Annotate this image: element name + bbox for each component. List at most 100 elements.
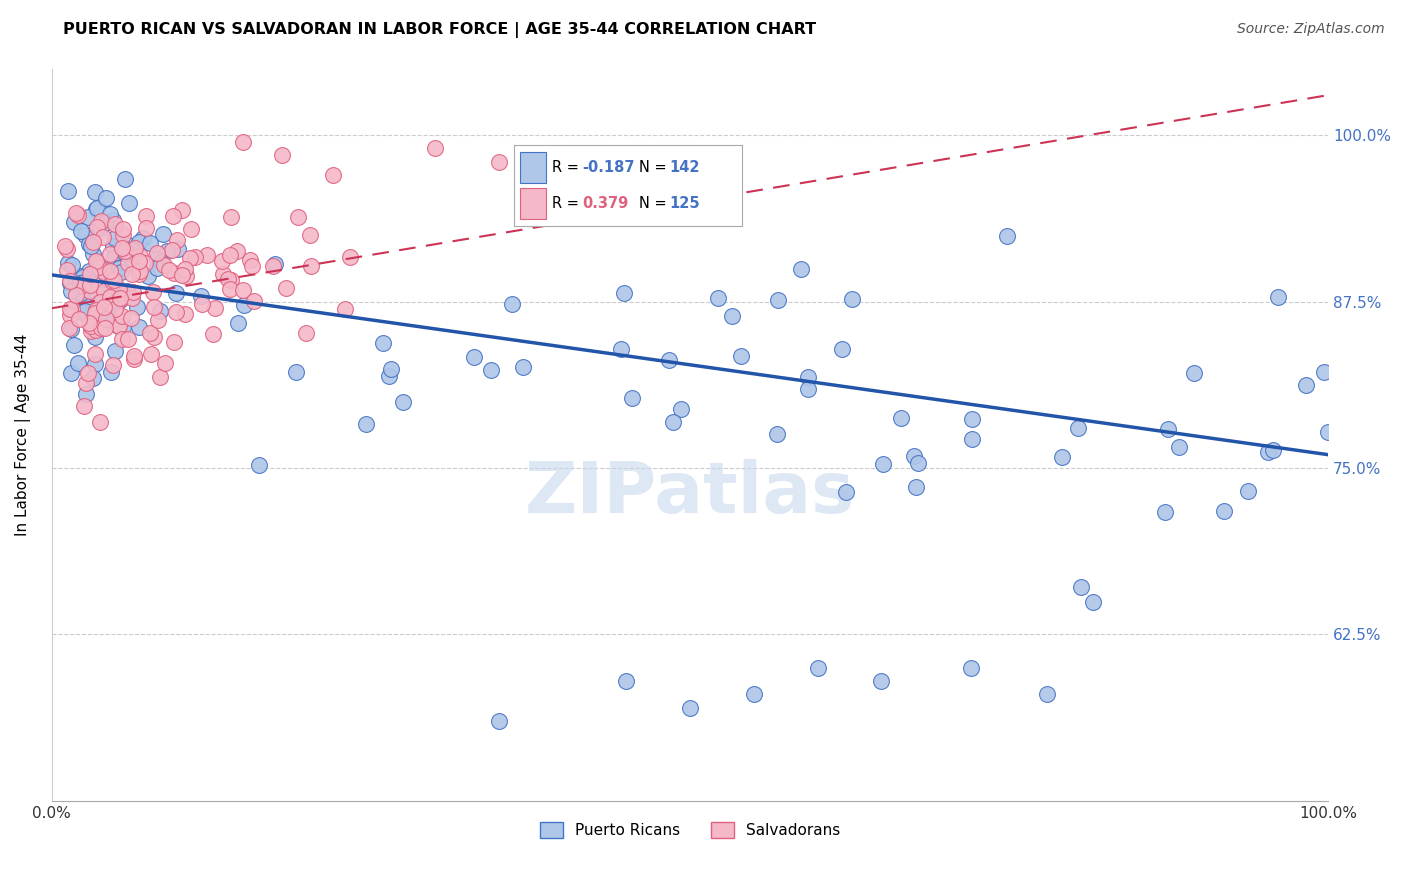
Bar <box>520 152 546 183</box>
Point <box>108 293 131 308</box>
Point <box>219 273 242 287</box>
Point <box>56 184 79 198</box>
Point <box>163 335 186 350</box>
Point <box>613 286 636 301</box>
Point <box>56 256 79 270</box>
Point <box>65 288 87 302</box>
Point <box>174 262 197 277</box>
Point <box>157 262 180 277</box>
Point <box>128 267 150 281</box>
Point <box>73 275 96 289</box>
Point <box>72 291 94 305</box>
Point <box>721 309 744 323</box>
Point <box>60 258 83 272</box>
Point <box>72 277 94 292</box>
Point <box>263 257 285 271</box>
Point <box>225 244 247 259</box>
Point <box>501 297 523 311</box>
Point <box>174 307 197 321</box>
Point <box>108 261 131 276</box>
Point <box>152 227 174 242</box>
Point <box>104 288 127 302</box>
Point <box>1313 365 1336 379</box>
Point <box>233 298 256 312</box>
Point <box>658 352 681 367</box>
Point <box>191 297 214 311</box>
Point <box>870 673 893 688</box>
Point <box>86 201 108 215</box>
Text: -0.187: -0.187 <box>582 160 634 175</box>
Point <box>107 319 129 334</box>
Text: R =: R = <box>553 196 583 211</box>
Point <box>184 250 207 264</box>
Point <box>90 214 112 228</box>
Point <box>77 263 100 277</box>
Point <box>69 224 91 238</box>
Point <box>128 249 150 263</box>
Text: 142: 142 <box>669 160 700 175</box>
Point <box>79 267 101 281</box>
Point <box>172 202 194 217</box>
Point <box>82 371 104 385</box>
Point <box>111 332 134 346</box>
Point <box>103 251 125 265</box>
Point <box>90 320 112 334</box>
Point <box>166 233 188 247</box>
Point <box>89 295 111 310</box>
Point <box>165 305 187 319</box>
Point <box>128 319 150 334</box>
Point <box>103 359 125 373</box>
Point <box>170 268 193 283</box>
Point <box>488 714 510 728</box>
Point <box>204 301 226 316</box>
Point <box>512 359 534 374</box>
Text: 125: 125 <box>669 196 700 211</box>
Point <box>138 326 160 340</box>
Point <box>55 263 77 277</box>
Point <box>796 370 818 384</box>
Point <box>53 239 76 253</box>
Text: Source: ZipAtlas.com: Source: ZipAtlas.com <box>1237 22 1385 37</box>
Point <box>67 208 90 222</box>
Point <box>679 700 702 714</box>
Point <box>165 285 187 300</box>
Point <box>960 433 983 447</box>
Point <box>93 284 115 298</box>
Point <box>841 293 863 307</box>
Point <box>115 243 138 257</box>
Point <box>86 219 108 234</box>
Point <box>179 251 201 265</box>
Point <box>149 303 172 318</box>
Point <box>1167 440 1189 454</box>
Point <box>766 293 789 307</box>
Point <box>226 317 249 331</box>
Point <box>669 401 692 416</box>
Point <box>201 326 224 341</box>
Point <box>84 306 107 320</box>
Point <box>59 276 82 290</box>
Point <box>84 347 107 361</box>
Point <box>79 285 101 299</box>
Point <box>128 253 150 268</box>
Point <box>122 349 145 363</box>
Point <box>66 356 89 370</box>
Point <box>89 415 111 429</box>
Y-axis label: In Labor Force | Age 35-44: In Labor Force | Age 35-44 <box>15 334 31 536</box>
Point <box>790 261 813 276</box>
Point <box>1066 421 1088 435</box>
Text: N =: N = <box>640 196 672 211</box>
Point <box>108 260 131 275</box>
Point <box>114 172 136 186</box>
Point <box>93 265 115 279</box>
Point <box>143 329 166 343</box>
Point <box>82 247 104 261</box>
Legend: Puerto Ricans, Salvadorans: Puerto Ricans, Salvadorans <box>534 816 846 845</box>
Point <box>959 661 981 675</box>
Point <box>118 196 141 211</box>
Point <box>174 269 197 284</box>
Point <box>392 395 415 409</box>
Point <box>766 426 789 441</box>
Point <box>96 311 118 326</box>
Point <box>84 323 107 337</box>
Point <box>129 264 152 278</box>
